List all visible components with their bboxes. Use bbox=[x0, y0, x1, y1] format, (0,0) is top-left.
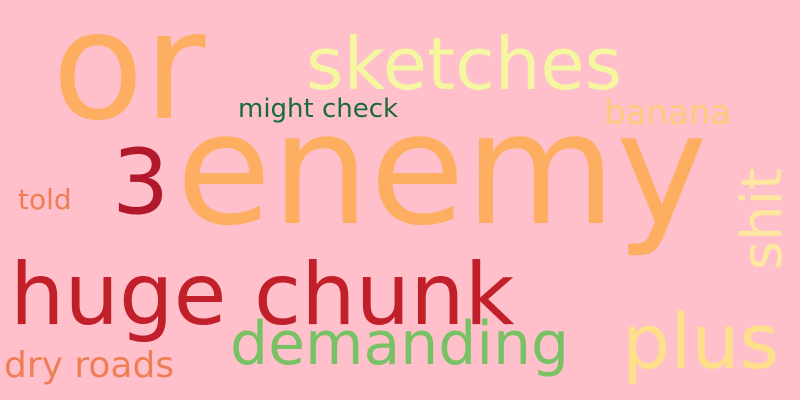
word-3: 3 bbox=[112, 130, 170, 235]
word-huge-chunk: huge chunk bbox=[10, 245, 515, 345]
word-or: or bbox=[52, 0, 206, 154]
word-shit: shit bbox=[730, 168, 795, 271]
word-might-check: might check bbox=[238, 94, 399, 124]
word-sketches: sketches bbox=[306, 22, 623, 106]
word-banana: banana bbox=[604, 93, 732, 133]
word-dry-roads: dry roads bbox=[4, 345, 175, 386]
word-plus: plus bbox=[622, 297, 780, 386]
word-demanding: demanding bbox=[230, 309, 570, 379]
word-told: told bbox=[18, 183, 72, 216]
word-enemy: enemy bbox=[176, 79, 708, 260]
